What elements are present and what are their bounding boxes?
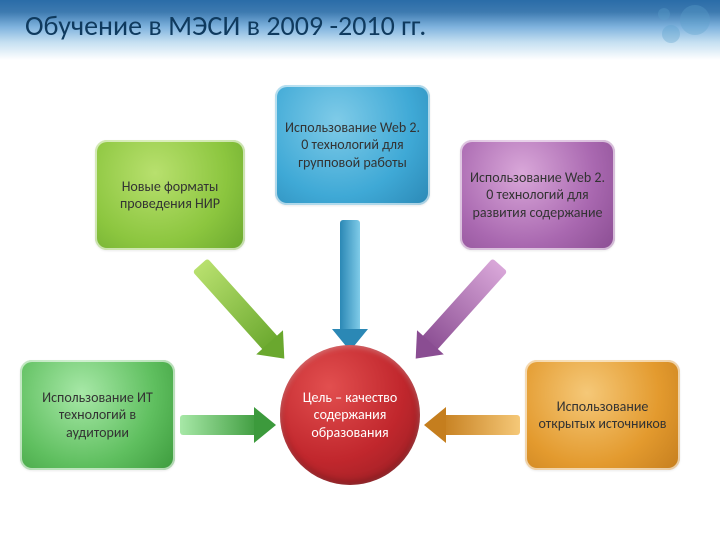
arrow-1: [340, 220, 360, 335]
arrow-0: [193, 258, 281, 353]
arrow-3: [180, 415, 260, 435]
arrow-2: [419, 258, 507, 353]
corner-bubbles: [630, 0, 720, 50]
node-n3: Использование Web 2. 0 технологий для ра…: [460, 140, 615, 250]
node-n4: Использование ИТ технологий в аудитории: [20, 360, 175, 470]
node-n2: Использование Web 2. 0 технологий для гр…: [275, 85, 430, 205]
node-n5: Использование открытых источников: [525, 360, 680, 470]
arrow-4: [440, 415, 520, 435]
center-goal-node: Цель – качество содержания образования: [280, 345, 420, 485]
slide-title: Обучение в МЭСИ в 2009 -2010 гг.: [25, 8, 426, 43]
node-n1: Новые форматы проведения НИР: [95, 140, 245, 250]
